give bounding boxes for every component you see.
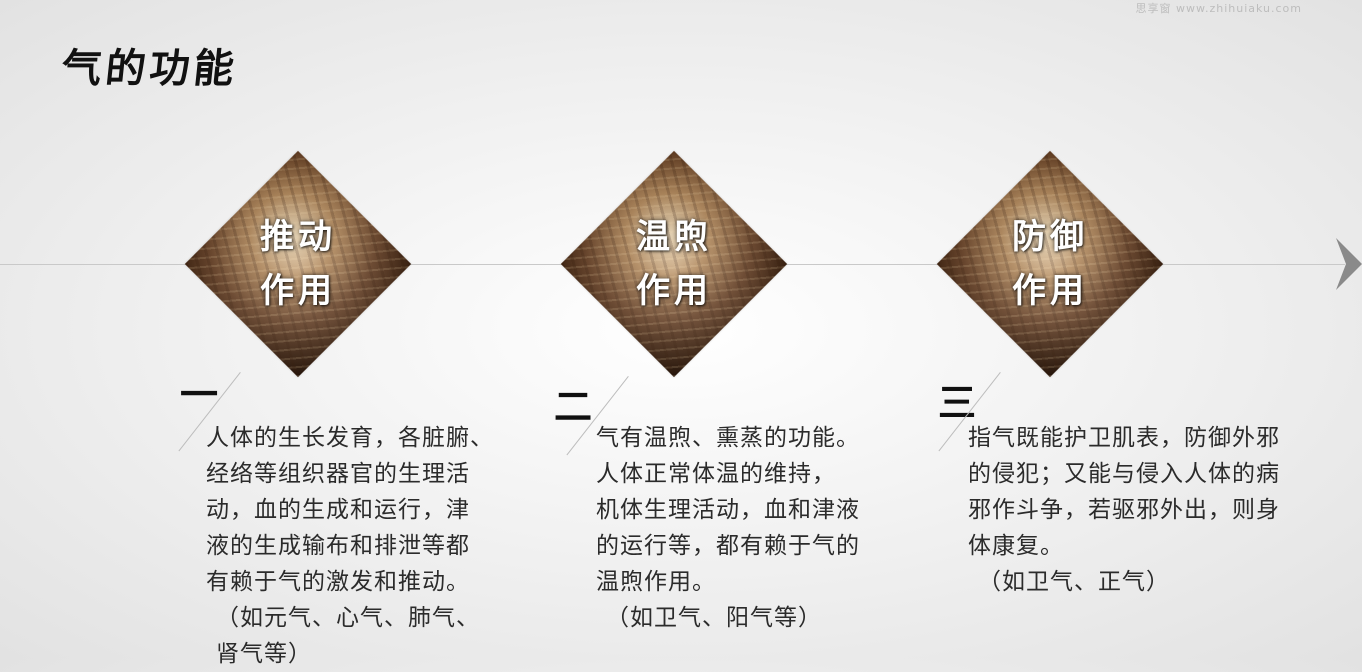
card-description: 人体的生长发育，各脏腑、 经络等组织器官的生理活 动，血的生成和运行，津 液的生… [206, 420, 551, 672]
card-label: 防御 作用 [938, 210, 1162, 318]
card-label-line1: 温煦 [636, 217, 712, 257]
card-label-line1: 推动 [260, 217, 336, 257]
card-label: 推动 作用 [186, 210, 410, 318]
section-numeral: 三 [938, 380, 977, 425]
page-title: 气的功能 [59, 45, 241, 92]
function-card-defending: 防御 作用 [936, 150, 1164, 378]
description-body: 气有温煦、熏蒸的功能。 人体正常体温的维持， 机体生理活动，血和津液 的运行等，… [596, 425, 860, 595]
card-description: 指气既能护卫肌表，防御外邪 的侵犯；又能与侵入人体的病 邪作斗争，若驱邪外出，则… [968, 420, 1358, 600]
section-numeral: 一 [180, 372, 219, 417]
card-label-line2: 作用 [636, 271, 712, 311]
function-card-warming: 温煦 作用 [560, 150, 788, 378]
description-body: 指气既能护卫肌表，防御外邪 的侵犯；又能与侵入人体的病 邪作斗争，若驱邪外出，则… [968, 425, 1280, 559]
description-example: （如元气、心气、肺气、 肾气等） [216, 605, 480, 667]
card-label-line2: 作用 [1012, 271, 1088, 311]
description-body: 人体的生长发育，各脏腑、 经络等组织器官的生理活 动，血的生成和运行，津 液的生… [206, 425, 494, 595]
card-label-line2: 作用 [260, 271, 336, 311]
card-label: 温煦 作用 [562, 210, 786, 318]
card-description: 气有温煦、熏蒸的功能。 人体正常体温的维持， 机体生理活动，血和津液 的运行等，… [596, 420, 941, 636]
next-arrow-icon[interactable] [1336, 238, 1362, 290]
watermark-text: 思享窗 www.zhihuiaku.com [1135, 2, 1302, 15]
section-numeral: 二 [554, 384, 593, 429]
function-card-propelling: 推动 作用 [184, 150, 412, 378]
card-label-line1: 防御 [1012, 217, 1088, 257]
description-example: （如卫气、阳气等） [606, 605, 822, 631]
description-example: （如卫气、正气） [978, 569, 1170, 595]
